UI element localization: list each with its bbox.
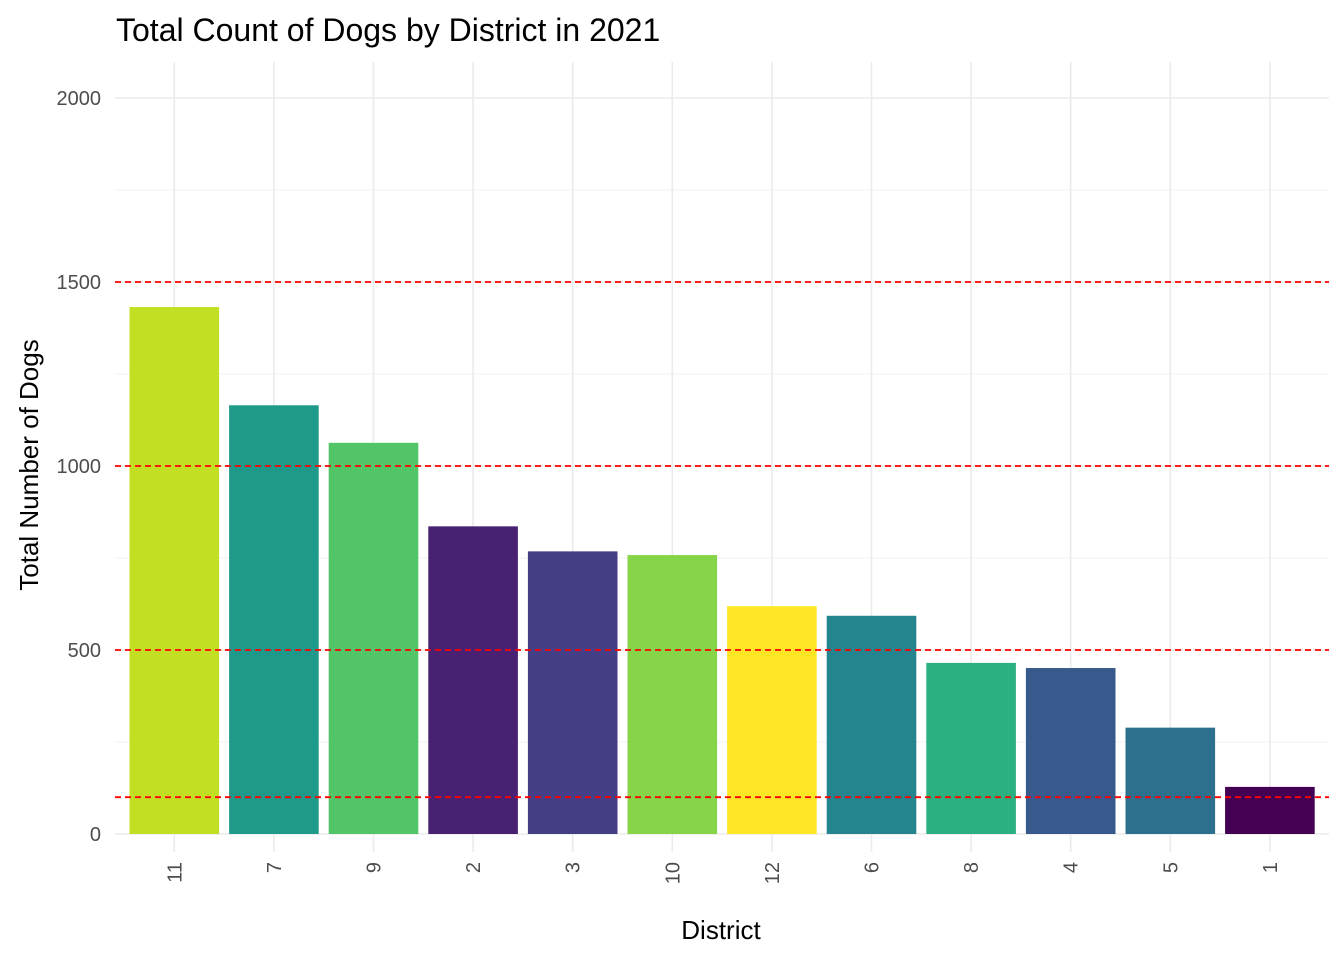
y-tick-label: 1500 [57, 272, 102, 294]
x-axis-title: District [681, 915, 761, 945]
bar-district-4 [1025, 668, 1116, 834]
bar-district-11 [129, 307, 220, 834]
x-tick-label: 8 [961, 862, 983, 873]
x-tick-label: 6 [862, 862, 884, 873]
bar-district-7 [229, 405, 319, 834]
y-axis-ticks: 0 500 1000 1500 2000 [57, 88, 102, 846]
x-tick-label: 12 [762, 862, 784, 884]
x-tick-label: 7 [264, 862, 286, 873]
bar-district-12 [727, 606, 817, 834]
bars [129, 307, 1315, 834]
reference-lines [115, 281, 1329, 799]
bar-district-10 [627, 555, 718, 834]
bar-district-2 [428, 526, 518, 834]
bar-district-1 [1225, 786, 1315, 834]
x-tick-label: 3 [563, 862, 585, 873]
x-tick-label: 5 [1160, 862, 1182, 873]
bar-district-6 [826, 615, 917, 834]
y-tick-label: 500 [68, 640, 101, 662]
x-tick-label: 10 [662, 862, 684, 884]
bar-district-8 [926, 662, 1016, 834]
y-tick-label: 0 [90, 824, 101, 846]
x-tick-label: 4 [1061, 862, 1083, 873]
bar-district-3 [527, 551, 618, 834]
y-tick-label: 2000 [57, 88, 102, 110]
x-tick-label: 9 [364, 862, 386, 873]
bar-district-9 [328, 442, 419, 834]
x-tick-label: 11 [164, 862, 186, 883]
x-tick-label: 1 [1260, 862, 1282, 873]
chart-title: Total Count of Dogs by District in 2021 [116, 12, 660, 48]
y-axis-title: Total Number of Dogs [14, 339, 44, 590]
y-tick-label: 1000 [57, 456, 102, 478]
x-axis-ticks: 11 7 9 2 3 10 12 6 8 4 5 1 [164, 862, 1282, 884]
x-tick-label: 2 [463, 862, 485, 873]
bar-district-5 [1125, 727, 1216, 834]
